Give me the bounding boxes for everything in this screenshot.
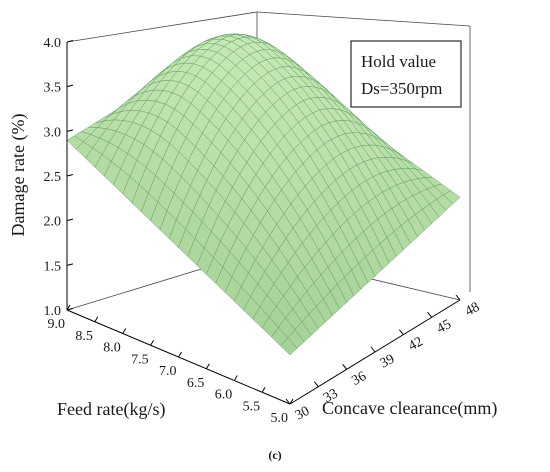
x-tick-label: 7.5 [131,352,149,367]
z-tick-mark [66,218,74,222]
y-tick-mark [342,364,348,370]
y-tick-label: 48 [463,300,482,320]
z-tick-label: 2.0 [44,215,62,230]
back-top-edge [66,11,258,43]
x-tick-label: 6.0 [215,388,233,403]
y-tick-label: 33 [321,386,340,406]
y-tick-label: 39 [378,352,397,372]
y-tick-mark [398,329,404,335]
y-axis-ticks: 30 33 36 39 42 45 48 [285,294,482,424]
hold-value-frame [350,40,462,108]
x-tick-label: 5.5 [243,399,261,414]
z-tick-mark [66,84,74,88]
response-surface [66,33,461,356]
z-tick-label: 3.0 [44,125,62,140]
y-tick-label: 36 [350,369,369,389]
surface-cell [280,337,298,356]
hold-value-value: Ds=350rpm [361,79,442,98]
x-tick-mark [122,328,127,334]
y-tick-label: 45 [435,317,454,337]
x-tick-mark [205,363,210,370]
x-tick-mark [289,398,294,405]
z-tick-label: 4.0 [44,36,62,51]
z-tick-label: 1.5 [44,259,62,274]
z-tick-label: 3.5 [44,81,62,96]
y-tick-mark [370,346,376,353]
y-tick-label: 30 [293,404,312,424]
y-axis-title: Concave clearance(mm) [322,398,497,419]
x-tick-mark [66,304,71,311]
z-axis-title: Damage rate (%) [8,114,29,237]
hold-value-title: Hold value [361,52,436,71]
back-right-top-edge [256,11,471,27]
x-tick-label: 9.0 [48,317,66,332]
z-tick-mark [66,308,74,311]
x-axis-ticks: 9.0 8.5 8.0 7.5 7.0 6.5 6.0 5.5 5.0 [48,304,294,426]
x-tick-mark [233,375,238,381]
x-tick-label: 8.0 [103,341,121,356]
z-tick-mark [66,174,74,177]
x-tick-mark [261,386,266,393]
x-tick-mark [94,316,99,323]
x-tick-label: 8.5 [75,329,93,344]
figure-caption: (c) [268,448,281,462]
x-tick-mark [178,351,182,358]
x-tick-label: 6.5 [187,376,205,391]
z-axis-ticks: 1.0 1.5 2.0 2.5 3.0 3.5 4.0 [44,36,74,319]
z-tick-label: 1.0 [44,304,62,319]
y-tick-mark [285,398,291,405]
x-axis-title: Feed rate(kg/s) [57,399,165,420]
y-tick-mark [427,312,433,318]
z-tick-mark [66,129,74,132]
x-tick-label: 5.0 [271,411,289,426]
x-tick-mark [150,339,155,346]
hold-value-box: Hold value Ds=350rpm [350,40,462,108]
y-tick-mark [455,294,461,301]
x-tick-label: 7.0 [159,364,177,379]
z-tick-mark [66,263,74,266]
z-tick-label: 2.5 [44,170,62,185]
y-tick-label: 42 [406,334,425,354]
y-tick-mark [313,381,319,387]
z-tick-mark [66,40,74,43]
